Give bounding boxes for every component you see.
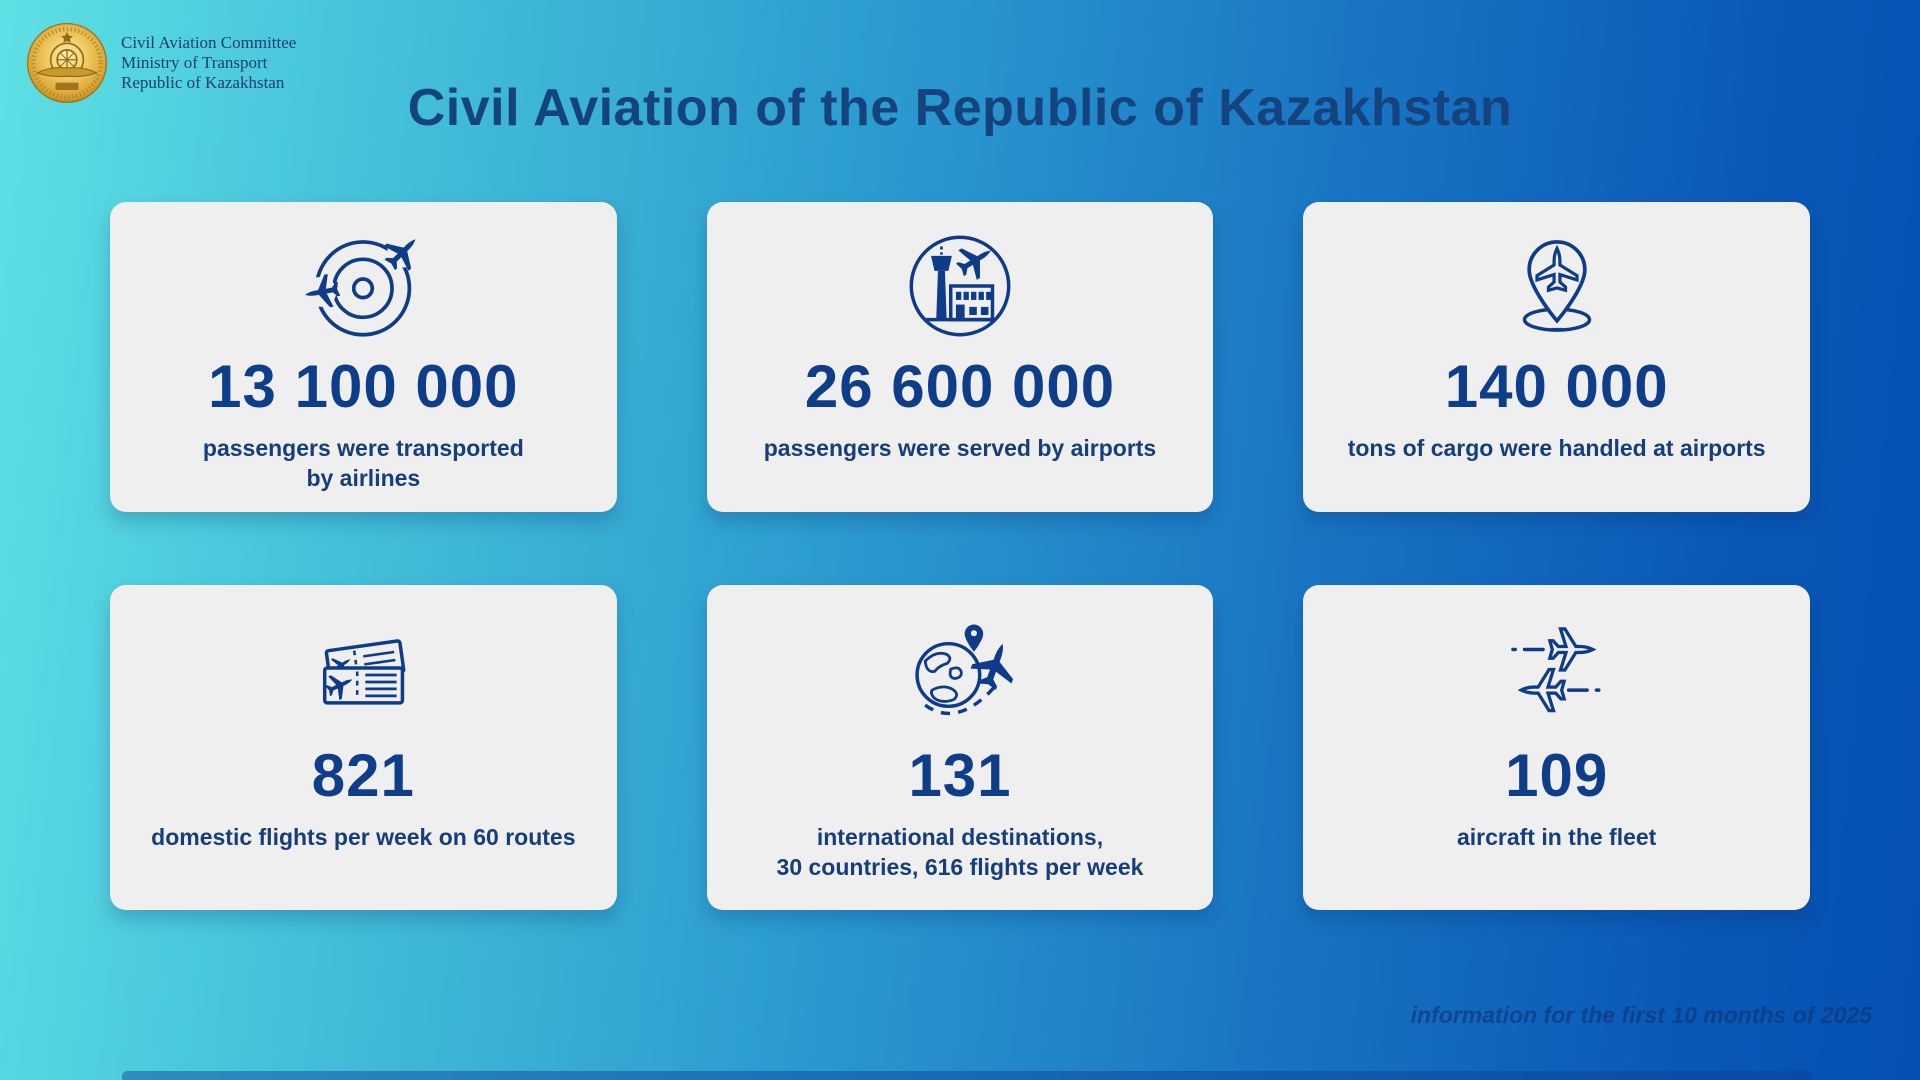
stat-value: 821 [311,742,415,809]
org-line-1: Civil Aviation Committee [121,33,297,52]
stat-card-cargo: 140 000 tons of cargo were handled at ai… [1303,202,1810,512]
stat-caption: domestic flights per week on 60 routes [151,824,576,850]
organization-name: Civil Aviation Committee Ministry of Tra… [121,33,296,93]
stat-caption: tons of cargo were handled at airports [1347,435,1766,461]
stat-card-domestic-flights: 821 domestic flights per week on 60 rout… [110,585,617,910]
footnote-period: information for the first 10 months of 2… [1410,1002,1872,1028]
org-line-2: Ministry of Transport [121,53,268,72]
page-title: Civil Aviation of the Republic of Kazakh… [407,79,1513,137]
stat-caption: aircraft in the fleet [1456,824,1657,850]
stat-card-international: 131 international destinations, 30 count… [706,585,1214,910]
fleet-planes-icon [1510,627,1603,713]
globe-plane-icon [915,624,1018,716]
stat-card-fleet: 109 aircraft in the fleet [1303,585,1810,910]
stat-value: 26 600 000 [804,353,1116,420]
brand-block: Civil Aviation Committee Ministry of Tra… [26,22,296,104]
location-pin-plane-icon [1522,240,1591,332]
boarding-passes-icon [322,639,406,705]
stat-caption: passengers were transported by airlines [202,435,524,492]
org-line-3: Republic of Kazakhstan [121,73,285,92]
stat-value: 131 [908,742,1012,809]
stat-card-airline-passengers: 13 100 000 passengers were transported b… [110,202,617,512]
airport-terminal-icon [909,235,1011,337]
kazakhstan-emblem-logo [26,22,108,104]
bottom-accent-bar [122,1071,1812,1080]
stat-card-airport-passengers: 26 600 000 passengers were served by air… [706,202,1214,512]
radar-planes-icon [305,228,422,337]
stat-value: 13 100 000 [208,353,519,420]
stats-grid: 13 100 000 passengers were transported b… [110,202,1810,910]
stat-caption: international destinations, 30 countries… [776,824,1144,881]
stat-caption: passengers were served by airports [763,435,1157,461]
stat-value: 140 000 [1444,353,1669,420]
stat-value: 109 [1505,742,1609,809]
